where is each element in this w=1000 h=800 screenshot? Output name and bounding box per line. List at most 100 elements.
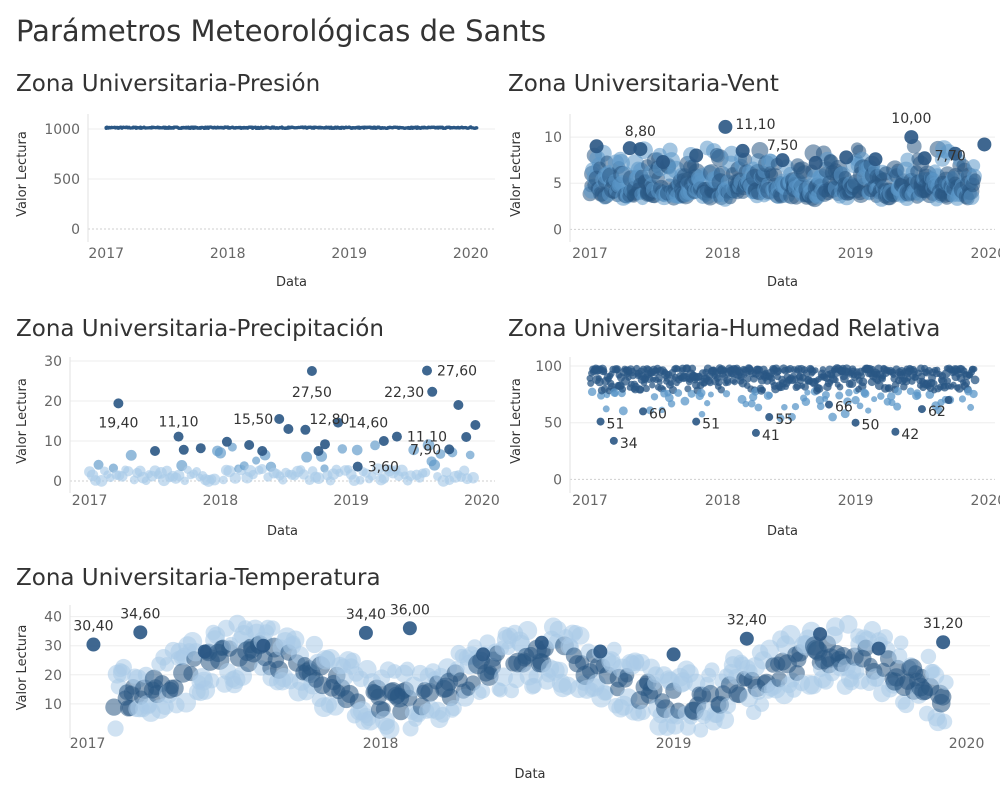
- scatter-point: [696, 388, 706, 398]
- x-tick-label: 2019: [838, 493, 874, 509]
- y-tick-label: 0: [553, 472, 562, 488]
- scatter-point: [435, 449, 446, 459]
- scatter-point: [475, 683, 491, 699]
- scatter-point: [967, 403, 975, 411]
- y-tick-label: 30: [44, 639, 62, 655]
- scatter-point: [493, 682, 508, 698]
- scatter-point: [865, 407, 872, 414]
- scatter-point: [958, 395, 967, 403]
- scatter-point: [856, 402, 864, 410]
- scatter-point: [646, 406, 655, 415]
- scatter-point: [804, 389, 811, 396]
- data-label: 36,00: [390, 602, 430, 618]
- data-label: 42: [901, 427, 919, 443]
- scatter-point: [214, 447, 227, 459]
- scatter-point: [836, 383, 844, 391]
- scatter-point: [776, 414, 785, 423]
- scatter-point: [742, 400, 750, 408]
- scatter-point: [600, 368, 608, 375]
- data-point: [813, 627, 828, 642]
- scatter-point: [636, 385, 645, 394]
- data-point: [86, 637, 101, 652]
- data-label: 31,20: [923, 616, 963, 632]
- data-point: [470, 420, 481, 430]
- data-label: 62: [928, 404, 946, 420]
- x-tick-label: 2017: [70, 736, 106, 752]
- scatter-point: [285, 630, 305, 650]
- scatter-point: [587, 379, 595, 387]
- data-point: [377, 125, 382, 130]
- data-point: [195, 126, 200, 130]
- scatter-point: [893, 635, 909, 650]
- scatter-point: [105, 698, 123, 716]
- data-point: [851, 418, 860, 427]
- x-tick-label: 2020: [971, 493, 1000, 509]
- x-axis-label: Data: [767, 275, 798, 290]
- scatter-point: [176, 692, 197, 713]
- data-label: 34,60: [120, 606, 160, 622]
- scatter-point: [650, 393, 659, 401]
- scatter-point: [891, 648, 908, 664]
- scatter-point: [613, 365, 622, 373]
- scatter-point: [821, 390, 830, 399]
- data-point: [104, 125, 109, 130]
- scatter-point: [889, 659, 907, 677]
- scatter-point: [107, 720, 124, 737]
- data-point: [871, 641, 886, 656]
- scatter-point: [399, 661, 415, 677]
- x-tick-label: 2020: [453, 246, 489, 262]
- scatter-point: [642, 384, 650, 393]
- data-point: [824, 400, 833, 409]
- y-tick-label: 10: [44, 697, 62, 713]
- data-point: [936, 635, 951, 650]
- scatter-point: [929, 379, 938, 388]
- scatter-point: [301, 451, 313, 463]
- x-tick-label: 2017: [88, 246, 124, 262]
- data-point: [891, 427, 900, 436]
- y-axis-label: Valor Lectura: [15, 378, 30, 464]
- x-tick-label: 2017: [572, 493, 608, 509]
- data-point: [461, 432, 472, 442]
- scatter-point: [840, 409, 850, 419]
- data-point: [739, 631, 754, 646]
- scatter-point: [208, 473, 221, 486]
- scatter-point: [787, 412, 796, 422]
- data-label: 14,60: [348, 416, 388, 432]
- data-point: [589, 139, 604, 154]
- x-tick-label: 2019: [656, 736, 692, 752]
- scatter-point: [441, 467, 452, 478]
- scatter-point: [257, 463, 268, 475]
- scatter-point: [971, 366, 978, 373]
- scatter-point: [674, 389, 683, 397]
- scatter-point: [408, 444, 420, 456]
- x-tick-label: 2019: [331, 246, 367, 262]
- data-label: 60: [649, 406, 667, 422]
- scatter-point: [747, 399, 756, 408]
- y-tick-label: 30: [44, 355, 62, 370]
- chart-presion: 0 500 1000 2017 2018 2019 2020 Data Valor Lectur…: [15, 114, 495, 290]
- scatter-point: [704, 662, 720, 678]
- scatter-point: [759, 386, 767, 394]
- data-point: [313, 446, 324, 456]
- scatter-point: [801, 397, 811, 407]
- data-label: 12,80: [309, 412, 349, 428]
- scatter-point: [445, 700, 462, 717]
- data-point: [173, 431, 184, 442]
- scatter-point: [264, 620, 281, 636]
- scatter-point: [664, 393, 674, 403]
- y-tick-label: 1000: [44, 122, 80, 138]
- data-label: 3,60: [368, 460, 399, 476]
- scatter-point: [722, 390, 731, 398]
- scatter-point: [815, 384, 824, 393]
- scatter-point: [934, 688, 952, 706]
- scatter-point: [781, 403, 788, 411]
- chart-title-precipitacion: Zona Universitaria-Precipitación: [16, 316, 384, 342]
- y-tick-label: 10: [544, 130, 562, 146]
- scatter-point: [893, 402, 902, 411]
- scatter-point: [422, 439, 435, 451]
- chart-title-humedad: Zona Universitaria-Humedad Relativa: [508, 316, 941, 342]
- scatter-point: [962, 379, 971, 387]
- scatter-point: [475, 126, 479, 130]
- x-tick-label: 2020: [464, 493, 500, 509]
- data-point: [391, 431, 402, 442]
